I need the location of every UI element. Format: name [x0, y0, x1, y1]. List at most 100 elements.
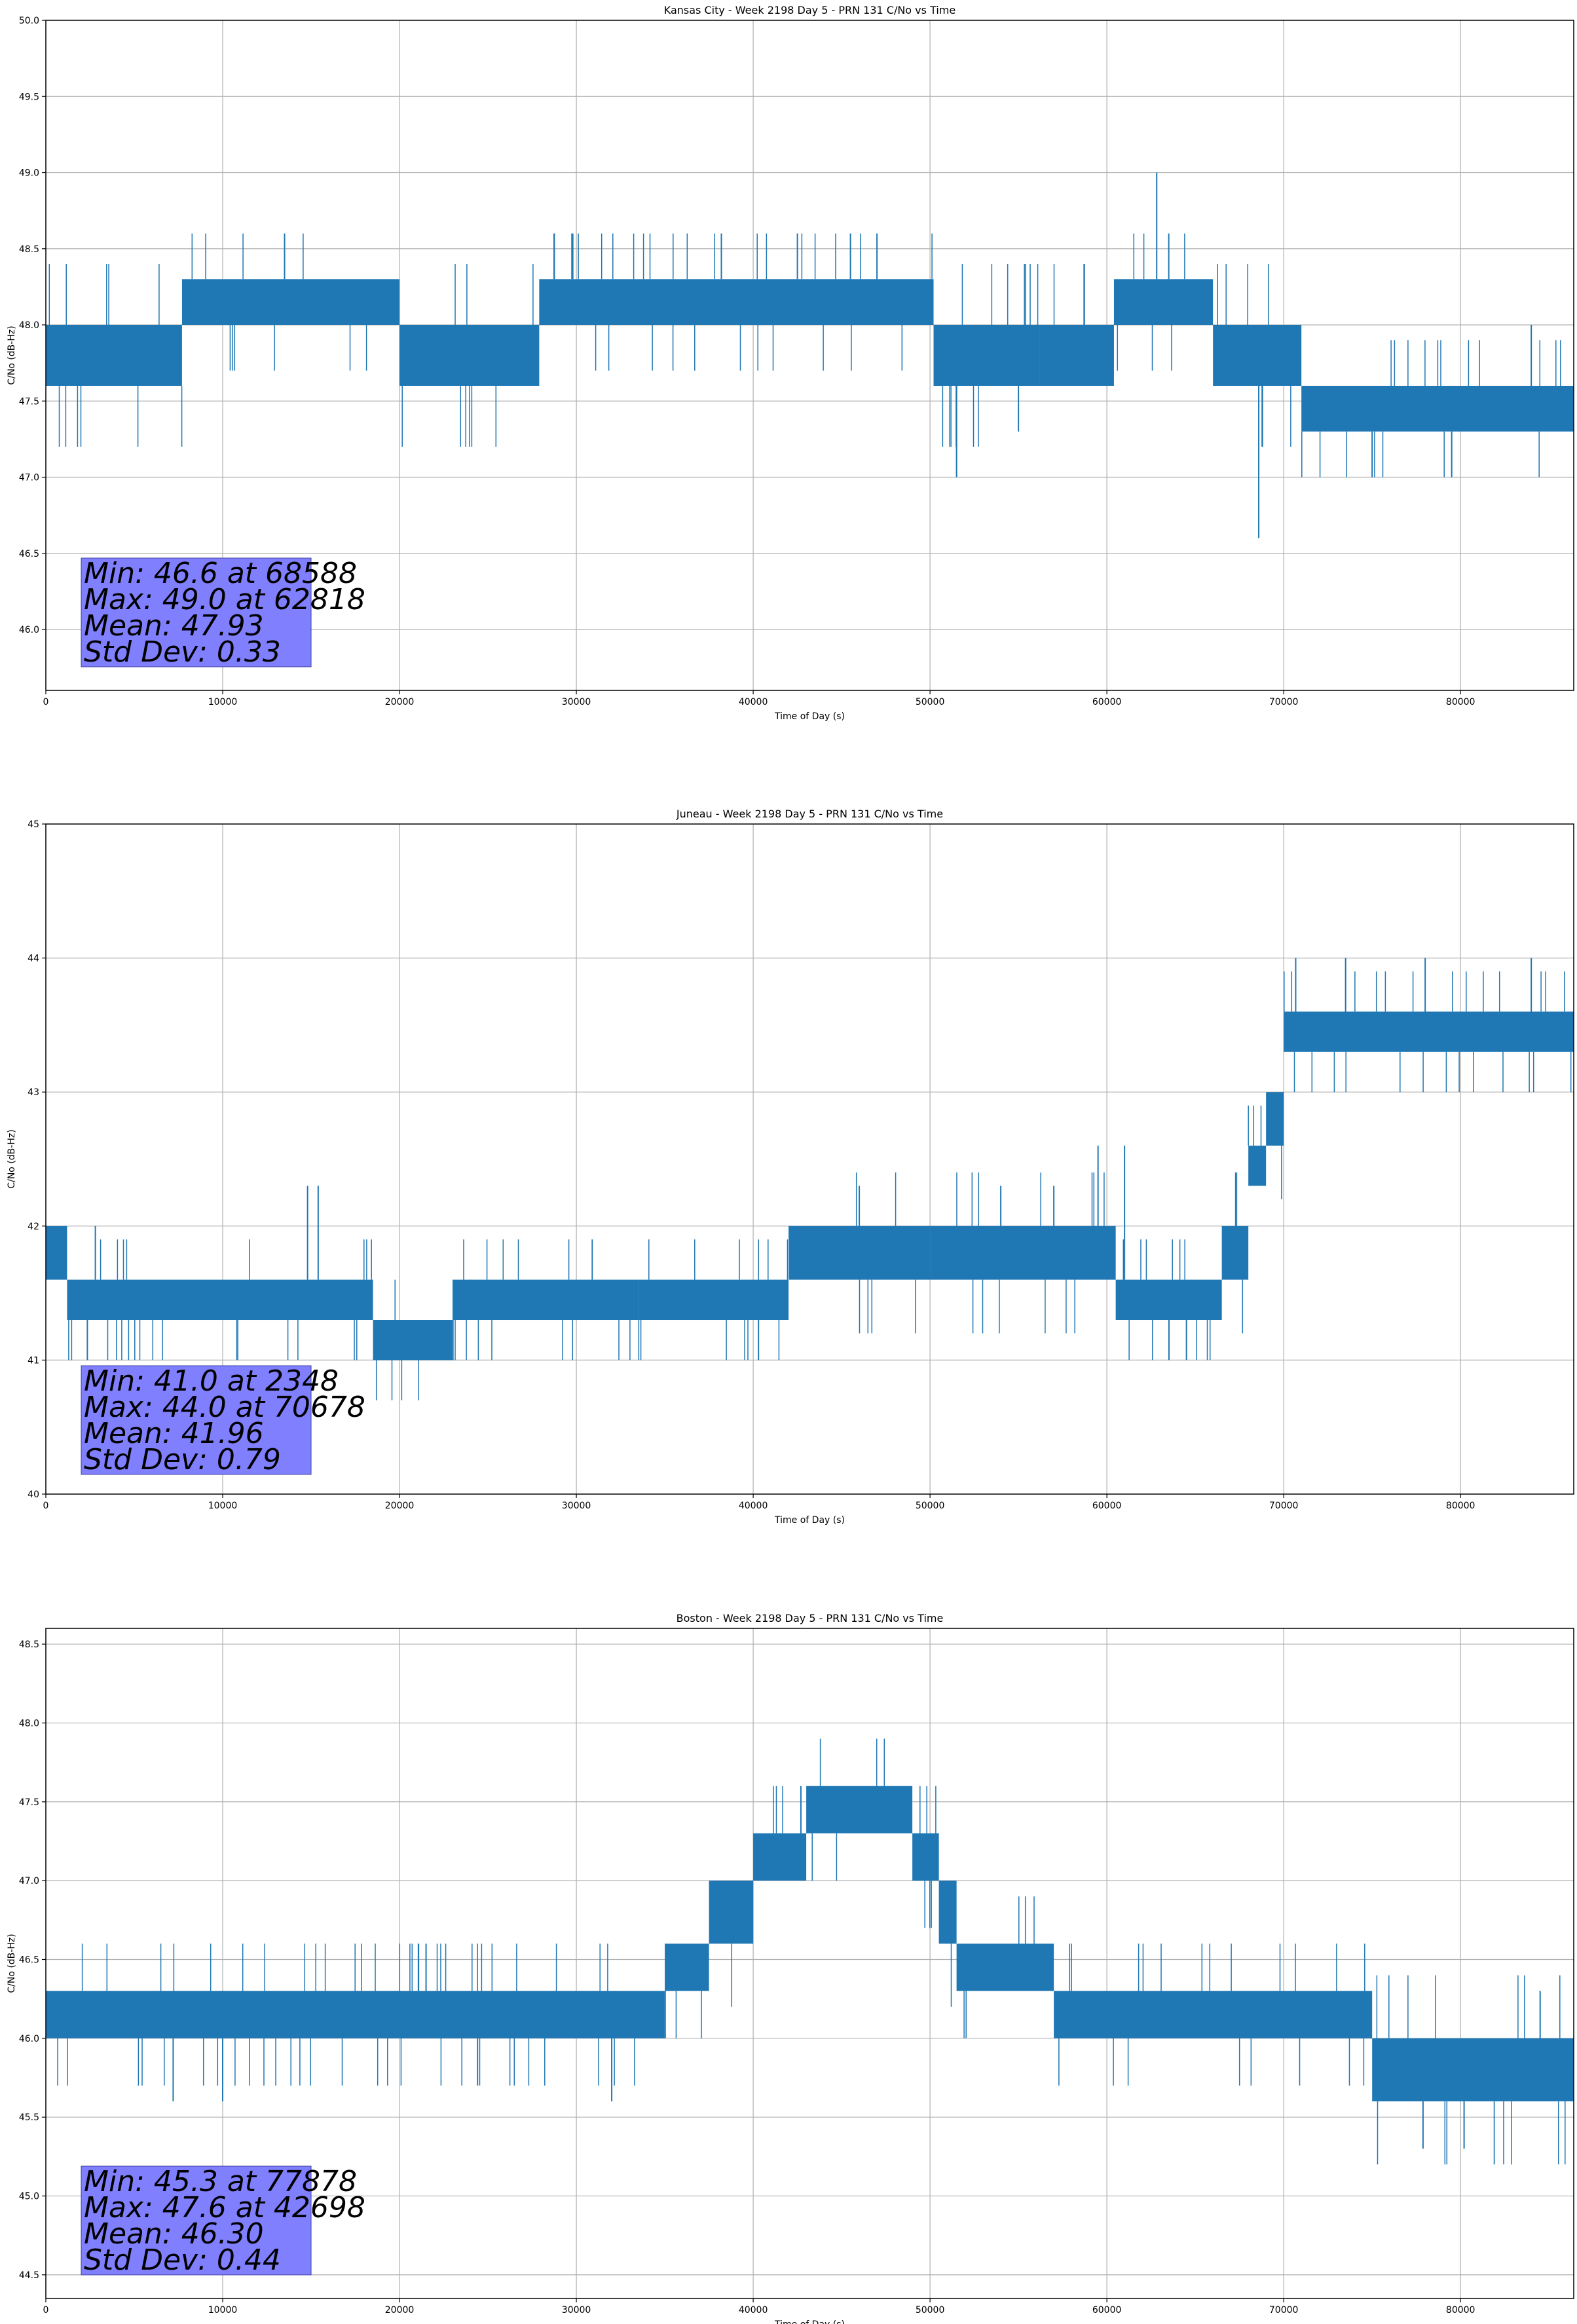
- series-band-kansas-city: [181, 279, 400, 325]
- stats-line-boston: Min: 45.3 at 77878: [84, 2165, 357, 2198]
- y-axis-label-boston: C/No (dB-Hz): [7, 1934, 17, 1993]
- x-tick-label-kansas-city: 10000: [208, 697, 238, 707]
- stats-box-background: [81, 1365, 312, 1475]
- chart-title-juneau: Juneau - Week 2198 Day 5 - PRN 131 C/No …: [676, 808, 943, 820]
- axes-frame-kansas-city: [45, 20, 1574, 691]
- series-band-boston: [753, 1833, 807, 1881]
- x-tick-label-boston: 30000: [562, 2305, 591, 2315]
- stats-line-juneau: Std Dev: 0.79: [84, 1443, 281, 1476]
- y-tick-label-boston: 45.0: [19, 2192, 39, 2202]
- x-tick-label-boston: 40000: [739, 2305, 768, 2315]
- series-band-juneau: [373, 1320, 453, 1360]
- chart-title-kansas-city: Kansas City - Week 2198 Day 5 - PRN 131 …: [664, 4, 955, 16]
- series-band-kansas-city: [399, 325, 540, 386]
- series-boston: [46, 1738, 1574, 2165]
- series-band-boston: [1054, 1991, 1373, 2038]
- stats-line-boston: Std Dev: 0.44: [84, 2243, 281, 2277]
- y-tick-label-kansas-city: 49.0: [19, 168, 39, 179]
- series-band-kansas-city: [539, 279, 934, 325]
- y-tick-label-boston: 46.5: [19, 1955, 39, 1965]
- series-band-boston: [938, 1881, 957, 1944]
- y-tick-label-kansas-city: 48.0: [19, 320, 39, 331]
- series-kansas-city: [46, 172, 1574, 538]
- series-band-juneau: [930, 1226, 1116, 1280]
- y-tick-label-boston: 44.5: [19, 2270, 39, 2281]
- series-noise-kansas-city: [48, 233, 1561, 478]
- y-tick-label-boston: 47.0: [19, 1876, 39, 1886]
- stats-line-juneau: Min: 41.0 at 2348: [84, 1364, 339, 1398]
- y-tick-label-juneau: 44: [28, 954, 39, 964]
- series-band-boston: [912, 1833, 939, 1881]
- x-tick-label-juneau: 30000: [562, 1501, 591, 1511]
- x-tick-label-boston: 80000: [1446, 2305, 1475, 2315]
- y-tick-label-juneau: 45: [28, 819, 39, 830]
- y-tick-label-boston: 46.0: [19, 2034, 39, 2044]
- x-tick-label-boston: 10000: [208, 2305, 238, 2315]
- stats-line-juneau: Max: 44.0 at 70678: [84, 1391, 365, 1424]
- stats-line-kansas-city: Mean: 47.93: [84, 609, 264, 643]
- stats-line-boston: Mean: 46.30: [84, 2217, 264, 2251]
- x-tick-label-kansas-city: 80000: [1446, 697, 1475, 707]
- series-band-kansas-city: [46, 325, 182, 386]
- y-tick-label-boston: 48.0: [19, 1718, 39, 1729]
- y-tick-label-kansas-city: 47.5: [19, 396, 39, 407]
- x-axis-label-juneau: Time of Day (s): [774, 1515, 845, 1526]
- y-tick-label-juneau: 43: [28, 1087, 39, 1098]
- series-band-juneau: [453, 1279, 639, 1321]
- x-tick-label-juneau: 40000: [739, 1501, 768, 1511]
- x-tick-label-juneau: 10000: [208, 1501, 238, 1511]
- series-band-juneau: [788, 1226, 931, 1280]
- stats-line-juneau: Mean: 41.96: [84, 1417, 264, 1450]
- stats-line-kansas-city: Max: 49.0 at 62818: [84, 583, 365, 616]
- panel-boston: Boston - Week 2198 Day 5 - PRN 131 C/No …: [7, 1612, 1574, 2324]
- x-tick-label-juneau: 50000: [916, 1501, 945, 1511]
- x-tick-label-juneau: 20000: [385, 1501, 415, 1511]
- stats-box-background: [81, 2165, 312, 2276]
- x-tick-label-juneau: 80000: [1446, 1501, 1475, 1511]
- series-band-juneau: [1266, 1092, 1284, 1146]
- series-band-kansas-city: [1113, 279, 1214, 325]
- x-tick-label-kansas-city: 40000: [739, 697, 768, 707]
- x-tick-label-kansas-city: 20000: [385, 697, 415, 707]
- x-tick-label-kansas-city: 70000: [1269, 697, 1299, 707]
- y-tick-label-kansas-city: 47.0: [19, 473, 39, 483]
- y-tick-label-kansas-city: 48.5: [19, 244, 39, 255]
- stats-line-kansas-city: Std Dev: 0.33: [84, 635, 281, 669]
- y-tick-label-kansas-city: 50.0: [19, 16, 39, 26]
- x-tick-label-juneau: 60000: [1092, 1501, 1122, 1511]
- series-band-kansas-city: [933, 325, 1040, 386]
- x-tick-label-boston: 20000: [385, 2305, 415, 2315]
- y-tick-label-kansas-city: 46.5: [19, 549, 39, 559]
- stats-box-background: [81, 557, 312, 667]
- y-tick-label-juneau: 40: [28, 1490, 39, 1500]
- series-band-boston: [46, 1991, 665, 2038]
- panel-kansas-city: Kansas City - Week 2198 Day 5 - PRN 131 …: [7, 4, 1574, 722]
- y-tick-label-kansas-city: 46.0: [19, 625, 39, 635]
- series-band-kansas-city: [1039, 325, 1114, 386]
- series-juneau: [46, 958, 1574, 1400]
- y-tick-label-juneau: 42: [28, 1222, 39, 1232]
- series-band-juneau: [1248, 1146, 1267, 1186]
- series-band-boston: [1372, 2038, 1574, 2102]
- series-band-boston: [806, 1786, 913, 1833]
- series-band-juneau: [1284, 1011, 1574, 1052]
- x-axis-label-kansas-city: Time of Day (s): [774, 711, 845, 722]
- x-tick-label-boston: 70000: [1269, 2305, 1299, 2315]
- y-axis-label-juneau: C/No (dB-Hz): [7, 1129, 17, 1188]
- x-tick-label-kansas-city: 30000: [562, 697, 591, 707]
- series-band-juneau: [1115, 1279, 1222, 1321]
- series-band-juneau: [67, 1279, 373, 1321]
- x-tick-label-boston: 0: [43, 2305, 49, 2315]
- axes-frame-juneau: [45, 823, 1574, 1495]
- series-band-boston: [709, 1881, 754, 1944]
- series-band-boston: [956, 1943, 1054, 1991]
- x-tick-label-kansas-city: 60000: [1092, 697, 1122, 707]
- series-band-juneau: [46, 1226, 67, 1280]
- chart-title-boston: Boston - Week 2198 Day 5 - PRN 131 C/No …: [677, 1612, 944, 1624]
- series-noise-boston: [57, 1738, 1566, 2165]
